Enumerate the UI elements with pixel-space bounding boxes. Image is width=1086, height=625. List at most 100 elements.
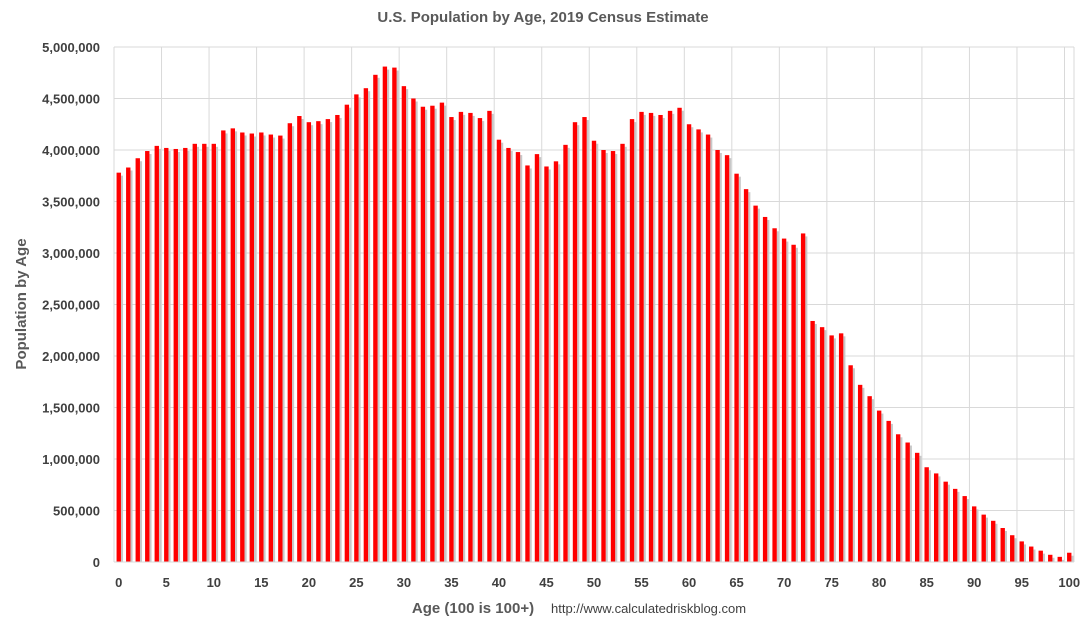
x-tick-label: 90 bbox=[967, 575, 981, 590]
bar-age-78 bbox=[857, 384, 863, 562]
bar-age-39 bbox=[487, 110, 492, 563]
bar-age-31 bbox=[411, 98, 416, 562]
bar-shadow bbox=[928, 470, 931, 562]
bar-shadow bbox=[187, 150, 190, 562]
y-tick-label: 2,000,000 bbox=[42, 349, 100, 364]
bar-age-26 bbox=[363, 88, 369, 562]
bar-age-84 bbox=[914, 452, 920, 562]
bar-shadow bbox=[387, 69, 390, 562]
bar-age-38 bbox=[477, 118, 483, 562]
x-tick-label: 20 bbox=[302, 575, 316, 590]
bar-shadow bbox=[862, 387, 865, 562]
bar-shadow bbox=[520, 155, 523, 562]
y-tick-label: 0 bbox=[93, 555, 100, 570]
y-tick-label: 4,000,000 bbox=[42, 143, 100, 158]
bar-age-97 bbox=[1038, 550, 1043, 562]
x-tick-label: 10 bbox=[207, 575, 221, 590]
y-tick-label: 4,500,000 bbox=[42, 92, 100, 107]
bar-shadow bbox=[729, 158, 732, 562]
bar-shadow bbox=[330, 122, 333, 562]
x-tick-label: 30 bbox=[397, 575, 411, 590]
bar-shadow bbox=[843, 336, 846, 562]
bar-shadow bbox=[738, 176, 741, 562]
bar-age-50 bbox=[591, 140, 597, 563]
bar-shadow bbox=[425, 109, 428, 563]
bar-age-45 bbox=[544, 166, 549, 563]
bar-age-73 bbox=[810, 320, 815, 562]
bar-age-49 bbox=[582, 117, 587, 562]
bar-shadow bbox=[567, 147, 570, 562]
bar-shadow bbox=[225, 133, 228, 562]
bar-shadow bbox=[510, 150, 513, 562]
bar-age-92 bbox=[991, 520, 996, 562]
bar-shadow bbox=[529, 168, 532, 562]
bar-age-20 bbox=[306, 122, 312, 562]
bar-shadow bbox=[501, 142, 504, 562]
bar-age-2 bbox=[135, 158, 140, 563]
bar-age-93 bbox=[1000, 528, 1005, 562]
x-axis-label: Age (100 is 100+) bbox=[412, 600, 534, 617]
bar-age-24 bbox=[344, 104, 350, 563]
y-tick-label: 3,500,000 bbox=[42, 195, 100, 210]
bar-shadow bbox=[919, 455, 922, 562]
bar-age-54 bbox=[629, 119, 635, 562]
bar-age-30 bbox=[401, 86, 407, 562]
bar-shadow bbox=[1014, 538, 1017, 562]
bar-age-34 bbox=[439, 102, 445, 563]
bar-age-58 bbox=[667, 110, 673, 563]
x-tick-label: 70 bbox=[777, 575, 791, 590]
bar-shadow bbox=[215, 146, 219, 562]
bar-age-69 bbox=[772, 228, 777, 562]
bar-shadow bbox=[634, 122, 637, 562]
bar-age-60 bbox=[686, 124, 692, 562]
bar-shadow bbox=[244, 135, 247, 563]
bar-age-16 bbox=[268, 134, 274, 563]
bar-shadow bbox=[976, 509, 979, 562]
bar-shadow bbox=[586, 120, 589, 562]
bar-shadow bbox=[833, 338, 836, 562]
bar-age-5 bbox=[164, 147, 169, 562]
bar-age-79 bbox=[867, 396, 872, 562]
bar-shadow bbox=[463, 114, 466, 562]
bar-shadow bbox=[824, 330, 827, 562]
bar-shadow bbox=[472, 115, 475, 563]
bar-shadow bbox=[624, 146, 627, 562]
bar-age-32 bbox=[420, 106, 426, 563]
bar-shadow bbox=[491, 113, 494, 563]
x-tick-label: 55 bbox=[634, 575, 648, 590]
bar-age-10 bbox=[211, 143, 216, 562]
bar-age-41 bbox=[506, 147, 511, 562]
bar-age-91 bbox=[981, 514, 986, 562]
bar-age-11 bbox=[221, 130, 226, 562]
bar-shadow bbox=[662, 117, 665, 562]
bar-age-72 bbox=[800, 233, 806, 562]
bar-age-6 bbox=[173, 148, 178, 562]
bar-shadow bbox=[396, 70, 399, 562]
bar-shadow bbox=[795, 247, 798, 562]
bar-age-27 bbox=[373, 74, 378, 562]
bar-age-44 bbox=[534, 154, 540, 562]
bar-shadow bbox=[672, 113, 675, 563]
x-tick-label: 25 bbox=[349, 575, 363, 590]
bar-shadow bbox=[871, 399, 874, 562]
bar-shadow bbox=[206, 146, 209, 562]
bar-shadow bbox=[710, 137, 713, 563]
bar-shadow bbox=[377, 77, 380, 562]
bar-shadow bbox=[995, 523, 998, 562]
bar-age-77 bbox=[848, 365, 853, 562]
bar-shadow bbox=[311, 125, 314, 562]
bar-shadow bbox=[196, 146, 200, 562]
bar-age-47 bbox=[563, 144, 568, 562]
x-tick-label: 40 bbox=[492, 575, 506, 590]
x-tick-label: 0 bbox=[115, 575, 122, 590]
x-tick-label: 75 bbox=[824, 575, 838, 590]
bar-age-57 bbox=[658, 114, 663, 562]
bar-age-36 bbox=[458, 111, 464, 562]
y-axis-ticks: 0 500,000 1,000,000 1,500,000 2,000,000 2,500… bbox=[42, 40, 100, 570]
bar-age-40 bbox=[496, 139, 502, 562]
bar-age-52 bbox=[610, 151, 616, 562]
bar-shadow bbox=[596, 143, 599, 563]
bar-shadow bbox=[282, 138, 285, 562]
y-tick-label: 1,500,000 bbox=[42, 401, 100, 416]
bar-age-71 bbox=[791, 244, 796, 562]
